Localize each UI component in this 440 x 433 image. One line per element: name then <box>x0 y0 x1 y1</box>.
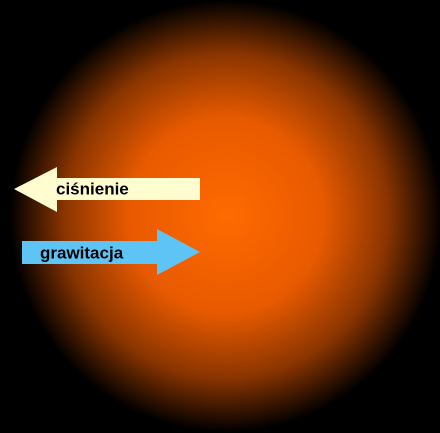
sphere <box>10 0 440 432</box>
pressure-label: ciśnienie <box>56 179 129 198</box>
diagram: ciśnienie grawitacja <box>0 0 440 433</box>
gravity-label: grawitacja <box>40 243 124 262</box>
